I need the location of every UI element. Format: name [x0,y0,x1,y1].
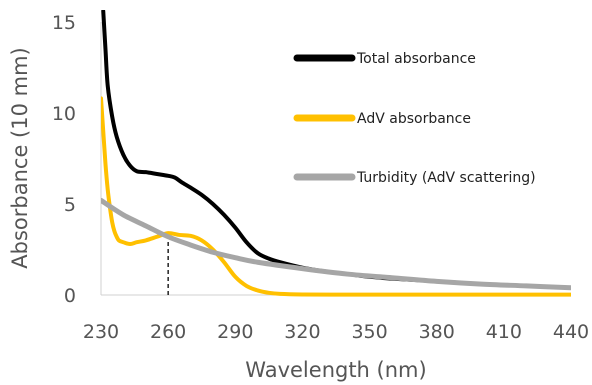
series-line-total-absorbance [101,10,571,290]
series-line-turbidity [101,197,571,291]
legend-label-adv-absorbance: AdV absorbance [357,111,471,127]
y-tick-label: 5 [64,194,76,216]
y-tick-label: 10 [52,103,76,125]
y-tick-label: 15 [52,12,76,34]
series-line-adv-absorbance [101,96,571,297]
x-axis-title: Wavelength (nm) [245,358,426,382]
x-tick-label: 260 [150,321,186,343]
x-tick-labels: 230 260 290 320 350 380 410 440 [83,321,589,343]
x-tick-label: 410 [486,321,522,343]
series-lines [101,10,571,297]
y-axis-title: Absorbance (10 mm) [8,47,32,268]
x-tick-label: 350 [351,321,387,343]
x-tick-label: 320 [284,321,320,343]
x-tick-label: 230 [83,321,119,343]
legend-label-total-absorbance: Total absorbance [356,51,476,67]
x-tick-label: 290 [217,321,253,343]
x-tick-label: 440 [553,321,589,343]
legend-label-turbidity: Turbidity (AdV scattering) [356,170,536,186]
y-tick-label: 0 [64,285,76,307]
x-tick-label: 380 [419,321,455,343]
legend: Total absorbance AdV absorbance Turbidit… [293,51,536,186]
y-tick-labels: 0 5 10 15 [52,12,76,307]
